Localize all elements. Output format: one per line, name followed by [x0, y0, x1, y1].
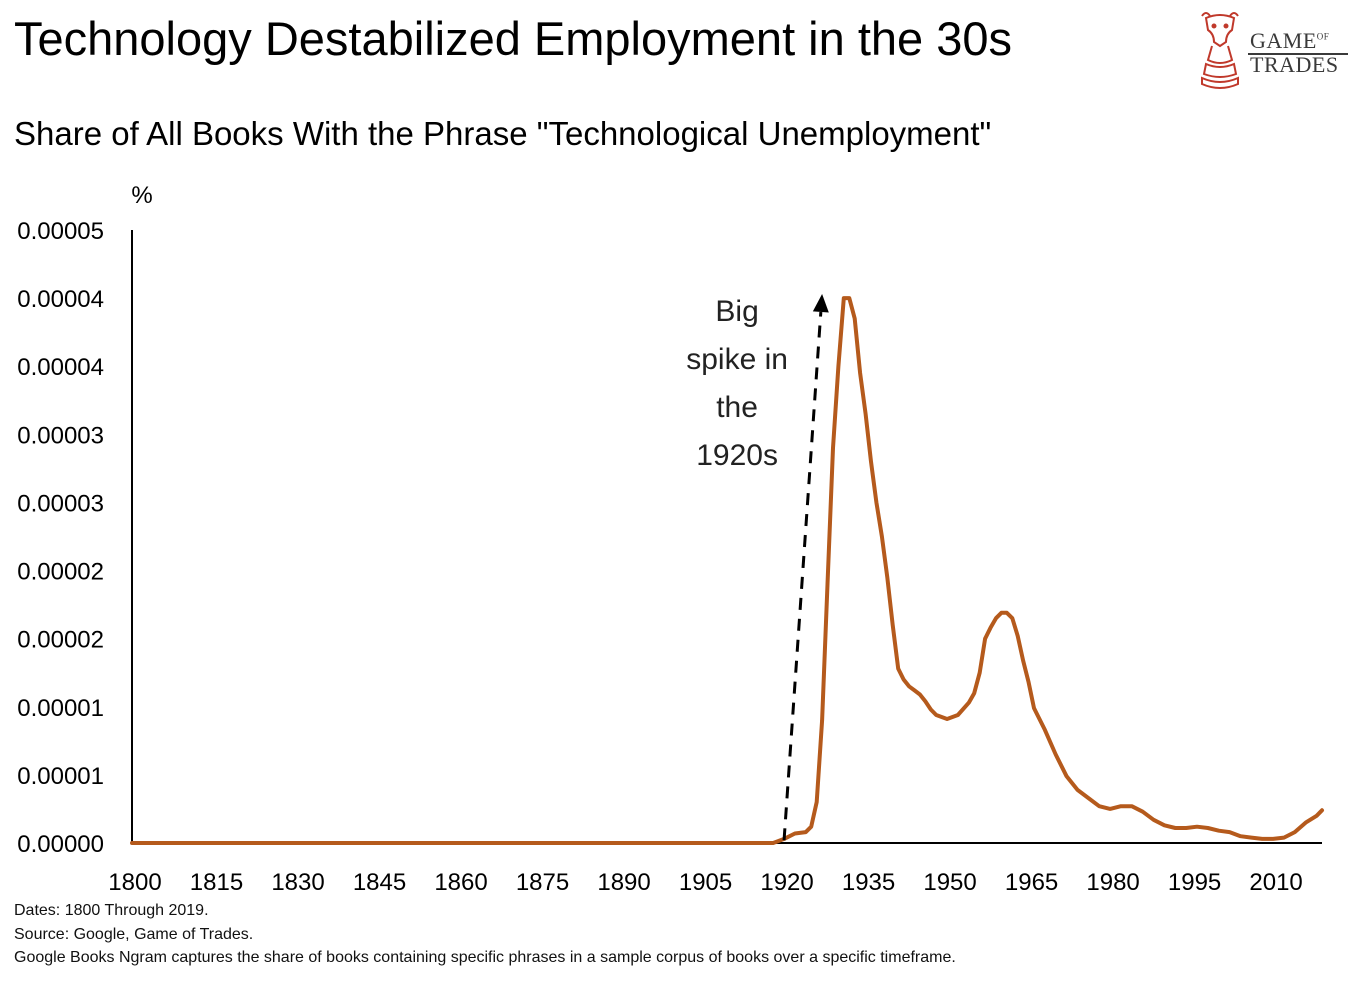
chart-subtitle: Share of All Books With the Phrase "Tech…: [14, 115, 992, 152]
y-tick-label: 0.00002: [17, 627, 104, 654]
y-tick-label: 0.00000: [17, 831, 104, 858]
footnote-dates: Dates: 1800 Through 2019.: [14, 902, 209, 919]
x-tick-label: 1905: [679, 869, 732, 896]
x-tick-label: 1860: [434, 869, 487, 896]
y-axis-label: %: [131, 182, 152, 209]
y-tick-label: 0.00001: [17, 763, 104, 790]
logo-text-game: GAME: [1250, 28, 1317, 53]
x-tick-label: 1845: [353, 869, 406, 896]
x-tick-label: 1830: [271, 869, 324, 896]
bull-knight-icon: [1201, 12, 1239, 89]
footnote-note: Google Books Ngram captures the share of…: [14, 949, 956, 966]
x-tick-label: 1950: [923, 869, 976, 896]
x-tick-label: 1980: [1086, 869, 1139, 896]
footnote-source: Source: Google, Game of Trades.: [14, 926, 254, 943]
brand-logo: GAMEOF TRADES: [1192, 8, 1352, 92]
annotation-line: Big: [715, 295, 759, 329]
x-tick-label: 1875: [516, 869, 569, 896]
logo-text-of: OF: [1316, 31, 1330, 42]
y-tick-label: 0.00005: [17, 218, 104, 245]
x-tick-label: 1800: [108, 869, 161, 896]
logo-divider: [1248, 53, 1348, 55]
y-tick-label: 0.00004: [17, 286, 104, 313]
x-tick-label: 1890: [597, 869, 650, 896]
annotation-arrow-head: [812, 294, 829, 313]
page-title: Technology Destabilized Employment in th…: [14, 12, 1012, 65]
series-line: [130, 296, 1324, 845]
x-tick-label: 1995: [1168, 869, 1221, 896]
annotation-line: the: [716, 391, 758, 425]
annotation-text: Big spike in the 1920s: [667, 288, 807, 480]
y-tick-label: 0.00002: [17, 559, 104, 586]
x-tick-label: 1815: [190, 869, 243, 896]
x-tick-label: 2010: [1249, 869, 1302, 896]
annotation-line: spike in: [686, 343, 788, 377]
x-tick-label: 1920: [760, 869, 813, 896]
y-tick-label: 0.00003: [17, 422, 104, 449]
x-tick-label: 1935: [842, 869, 895, 896]
annotation-arrow-shaft: [782, 311, 823, 841]
x-tick-label: 1965: [1005, 869, 1058, 896]
logo-text-trades: TRADES: [1250, 52, 1339, 77]
annotation-line: 1920s: [696, 439, 778, 473]
y-tick-label: 0.00004: [17, 354, 104, 381]
y-tick-label: 0.00001: [17, 695, 104, 722]
y-tick-label: 0.00003: [17, 490, 104, 517]
